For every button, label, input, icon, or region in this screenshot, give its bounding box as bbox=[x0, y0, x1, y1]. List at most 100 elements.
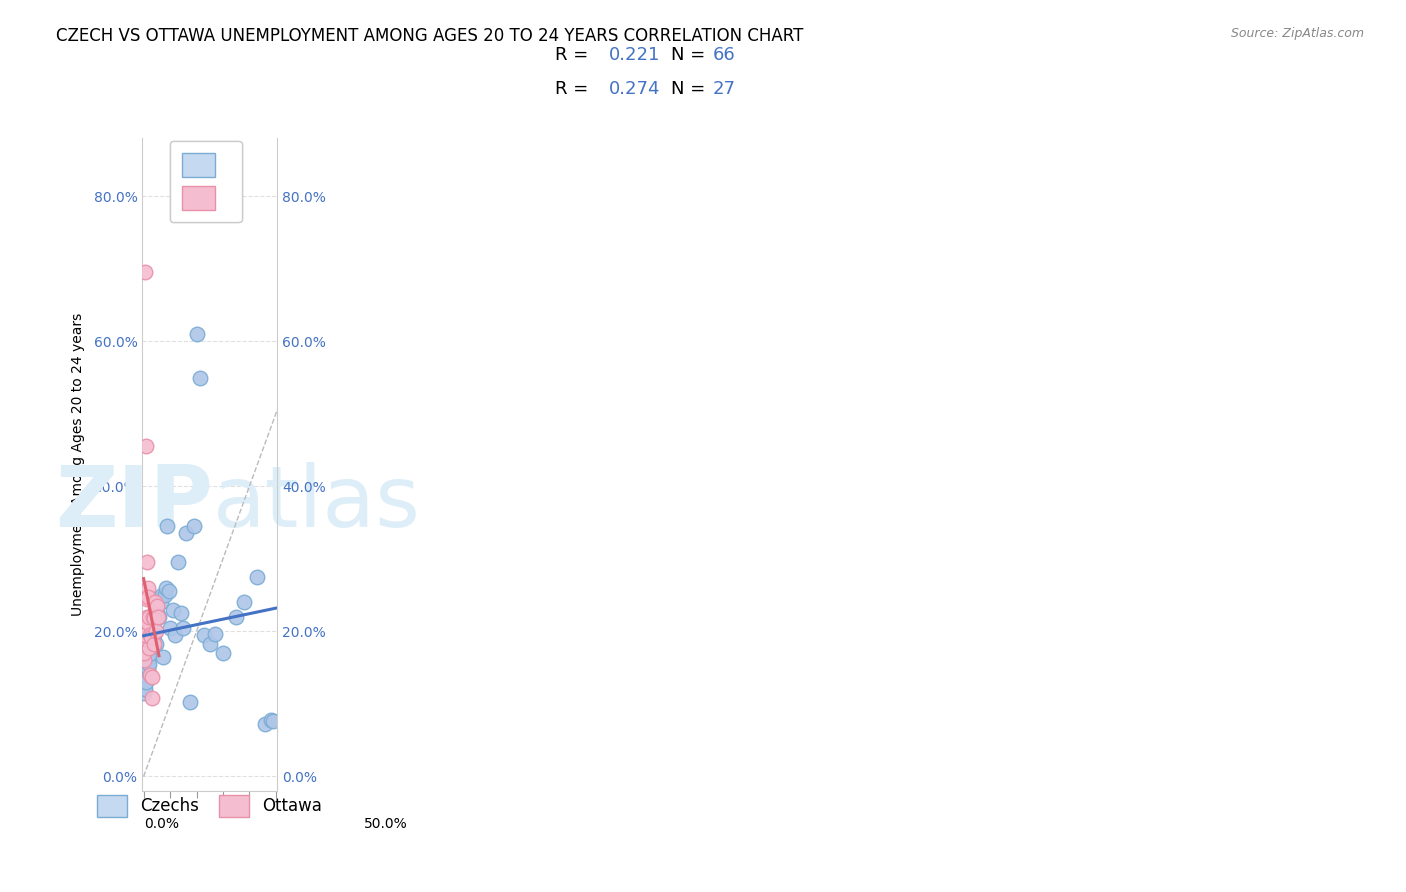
Text: N =: N = bbox=[671, 80, 710, 98]
Point bbox=[146, 591, 169, 606]
Point bbox=[139, 630, 162, 644]
Point bbox=[135, 653, 157, 667]
Point bbox=[136, 646, 159, 660]
Point bbox=[169, 606, 191, 620]
Point bbox=[134, 657, 156, 671]
Point bbox=[262, 714, 284, 729]
Point bbox=[138, 646, 160, 660]
Text: R =: R = bbox=[555, 46, 595, 64]
Point bbox=[142, 635, 165, 649]
Text: R =: R = bbox=[555, 80, 595, 98]
Point bbox=[134, 682, 156, 697]
Y-axis label: Unemployment Among Ages 20 to 24 years: Unemployment Among Ages 20 to 24 years bbox=[72, 313, 86, 616]
Point bbox=[150, 588, 173, 602]
Point bbox=[246, 570, 269, 584]
Point bbox=[145, 637, 167, 651]
Point bbox=[233, 595, 256, 609]
Point bbox=[167, 556, 190, 570]
Point bbox=[134, 665, 156, 679]
Point bbox=[142, 639, 165, 653]
Point bbox=[183, 519, 205, 533]
Point bbox=[254, 717, 277, 731]
Point bbox=[136, 581, 159, 595]
Point bbox=[139, 646, 162, 660]
Point bbox=[134, 628, 156, 642]
Point bbox=[139, 668, 162, 682]
Point bbox=[198, 637, 221, 651]
Point bbox=[135, 591, 157, 606]
Point bbox=[136, 660, 159, 674]
Point bbox=[135, 660, 157, 674]
Point bbox=[174, 526, 197, 541]
Legend: Czechs, Ottawa: Czechs, Ottawa bbox=[89, 787, 330, 825]
Point bbox=[138, 610, 160, 624]
Point bbox=[138, 639, 160, 653]
Point bbox=[148, 610, 170, 624]
Point bbox=[146, 606, 169, 620]
Point bbox=[139, 646, 162, 660]
Point bbox=[132, 672, 155, 686]
Point bbox=[152, 649, 174, 664]
Point bbox=[132, 653, 155, 667]
Point bbox=[145, 610, 167, 624]
Point bbox=[141, 691, 163, 706]
Point bbox=[204, 626, 226, 640]
Point bbox=[162, 602, 184, 616]
Point bbox=[146, 610, 169, 624]
Point bbox=[225, 610, 247, 624]
Point bbox=[138, 642, 160, 657]
Point bbox=[146, 599, 169, 613]
Point bbox=[136, 657, 159, 671]
Point bbox=[143, 628, 166, 642]
Point bbox=[135, 610, 157, 624]
Point bbox=[155, 581, 177, 595]
Point bbox=[134, 265, 156, 279]
Point bbox=[190, 370, 212, 384]
Text: N =: N = bbox=[671, 46, 710, 64]
Point bbox=[143, 595, 166, 609]
Text: 0.274: 0.274 bbox=[609, 80, 661, 98]
Point bbox=[141, 670, 163, 684]
Point bbox=[259, 713, 281, 727]
Point bbox=[142, 621, 165, 635]
Point bbox=[139, 628, 162, 642]
Text: Source: ZipAtlas.com: Source: ZipAtlas.com bbox=[1230, 27, 1364, 40]
Text: 50.0%: 50.0% bbox=[364, 817, 408, 831]
Point bbox=[156, 519, 179, 533]
Point bbox=[135, 660, 157, 674]
Point bbox=[139, 635, 162, 649]
Text: ZIP: ZIP bbox=[55, 462, 212, 545]
Point bbox=[212, 646, 235, 660]
Point bbox=[143, 637, 166, 651]
Point bbox=[138, 657, 160, 671]
Point bbox=[172, 621, 194, 635]
Point bbox=[136, 590, 159, 604]
Point bbox=[141, 639, 163, 653]
Point bbox=[153, 588, 176, 602]
Point bbox=[143, 602, 166, 616]
Point bbox=[138, 615, 160, 630]
Point bbox=[136, 653, 159, 667]
Point bbox=[193, 628, 215, 642]
Point bbox=[157, 584, 180, 599]
Text: 27: 27 bbox=[713, 80, 735, 98]
Point bbox=[138, 641, 160, 656]
Point bbox=[135, 614, 157, 628]
Point bbox=[142, 611, 165, 625]
Point bbox=[159, 621, 181, 635]
Point bbox=[136, 556, 159, 570]
Point bbox=[135, 439, 157, 453]
Point bbox=[135, 675, 157, 690]
Point bbox=[135, 649, 157, 664]
Point bbox=[134, 632, 156, 646]
Point bbox=[141, 628, 163, 642]
Point bbox=[134, 646, 156, 660]
Point bbox=[136, 646, 159, 660]
Point bbox=[139, 632, 162, 646]
Point bbox=[179, 695, 201, 709]
Point bbox=[134, 686, 156, 700]
Point bbox=[149, 595, 172, 609]
Text: 66: 66 bbox=[713, 46, 735, 64]
Point bbox=[186, 326, 208, 341]
Text: CZECH VS OTTAWA UNEMPLOYMENT AMONG AGES 20 TO 24 YEARS CORRELATION CHART: CZECH VS OTTAWA UNEMPLOYMENT AMONG AGES … bbox=[56, 27, 804, 45]
